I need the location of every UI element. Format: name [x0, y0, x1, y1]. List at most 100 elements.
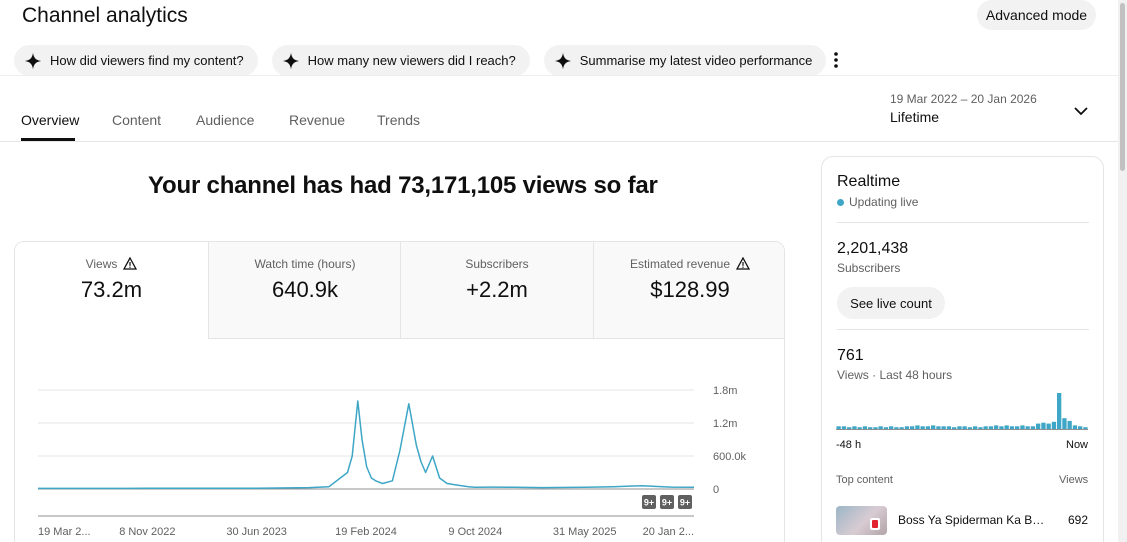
date-preset[interactable]: Lifetime	[890, 109, 940, 125]
x-tick-label: 19 Mar 2...	[38, 526, 91, 538]
realtime-bar[interactable]	[1009, 426, 1015, 429]
tabs-bar: Overview Content Audience Revenue Trends…	[0, 75, 1118, 142]
chevron-down-icon[interactable]	[1073, 103, 1089, 119]
realtime-bar[interactable]	[925, 426, 931, 429]
realtime-bar[interactable]	[1004, 425, 1009, 429]
metric-views[interactable]: Views 73.2m	[15, 242, 208, 339]
realtime-bar[interactable]	[1020, 425, 1025, 429]
tab-content[interactable]: Content	[112, 112, 162, 128]
realtime-bar[interactable]	[1041, 422, 1046, 429]
realtime-bar[interactable]	[1078, 426, 1083, 429]
realtime-bar[interactable]	[941, 426, 946, 429]
tab-overview[interactable]: Overview	[21, 112, 80, 128]
annotation-badge[interactable]: 9+	[642, 495, 656, 509]
annotation-badge-bg	[660, 495, 674, 509]
metric-value: 73.2m	[80, 277, 143, 302]
realtime-bar[interactable]	[931, 425, 936, 429]
realtime-bar[interactable]	[873, 427, 878, 429]
scrollbar-track[interactable]	[1118, 0, 1127, 542]
tab-revenue[interactable]: Revenue	[289, 112, 346, 128]
realtime-bar[interactable]	[1036, 423, 1041, 429]
realtime-bar[interactable]	[894, 427, 899, 429]
realtime-views-count: 761	[837, 347, 864, 364]
realtime-card: Realtime Updating live 2,201,438 Subscri…	[821, 156, 1104, 542]
realtime-bar[interactable]	[1025, 426, 1030, 429]
realtime-bar[interactable]	[1030, 426, 1036, 429]
realtime-bar[interactable]	[946, 426, 952, 429]
chip-label: How did viewers find my content?	[50, 53, 244, 68]
realtime-bar[interactable]	[952, 427, 957, 429]
realtime-bar[interactable]	[883, 427, 889, 429]
realtime-bar[interactable]	[889, 426, 894, 429]
divider	[837, 222, 1089, 223]
scrollbar-thumb[interactable]	[1120, 3, 1125, 171]
ai-suggestion-chips: How did viewers find my content? How man…	[14, 45, 827, 76]
realtime-bar[interactable]	[1067, 420, 1072, 429]
realtime-bar[interactable]	[878, 426, 883, 429]
annotation-badge[interactable]: 9+	[678, 495, 692, 509]
realtime-bar[interactable]	[857, 427, 862, 429]
top-content-title[interactable]: Boss Ya Spiderman Ka Bha...	[898, 513, 1050, 527]
see-live-count-button[interactable]: See live count	[837, 287, 945, 319]
realtime-bar-chart[interactable]	[836, 393, 1090, 433]
realtime-bar[interactable]	[836, 426, 841, 429]
tab-trends[interactable]: Trends	[377, 112, 421, 128]
warning-icon	[736, 257, 751, 270]
realtime-bar[interactable]	[915, 425, 920, 429]
annotation-badge-label: 9+	[662, 498, 672, 508]
y-tick-label: 600.0k	[713, 451, 747, 463]
realtime-bar[interactable]	[868, 427, 873, 429]
x-tick-label: 19 Feb 2024	[335, 526, 397, 538]
realtime-bar[interactable]	[852, 426, 857, 429]
advanced-mode-button[interactable]: Advanced mode	[977, 0, 1096, 30]
realtime-status: Updating live	[837, 195, 918, 209]
metric-label: Estimated revenue	[629, 257, 731, 271]
metric-label: Views	[85, 257, 118, 271]
realtime-bar[interactable]	[1083, 427, 1088, 429]
x-tick-label: 30 Jun 2023	[226, 526, 287, 538]
realtime-views-label: Views · Last 48 hours	[837, 368, 953, 382]
realtime-bar[interactable]	[910, 426, 915, 429]
metric-value: 640.9k	[271, 277, 339, 302]
views-series-line[interactable]	[37, 400, 695, 490]
page-title: Channel analytics	[22, 4, 188, 27]
views-line-chart[interactable]: 1.8m 1.2m 600.0k 0 19 Mar 2... 8 Nov 2022 30 J…	[15, 339, 785, 542]
metric-subscribers[interactable]: Subscribers +2.2m	[400, 242, 593, 339]
annotation-badge[interactable]: 9+	[660, 495, 674, 509]
realtime-bar[interactable]	[994, 425, 999, 429]
realtime-bar[interactable]	[904, 426, 910, 429]
realtime-bar[interactable]	[962, 426, 967, 429]
metric-estimated-revenue[interactable]: Estimated revenue $128.99	[593, 242, 784, 339]
more-vert-icon[interactable]	[832, 51, 840, 69]
realtime-bar[interactable]	[1062, 418, 1067, 429]
tab-audience[interactable]: Audience	[196, 112, 255, 128]
realtime-bar[interactable]	[988, 426, 994, 429]
realtime-bar[interactable]	[1057, 393, 1062, 429]
realtime-bar[interactable]	[957, 426, 962, 429]
realtime-bar[interactable]	[978, 427, 983, 429]
metric-watch-time[interactable]: Watch time (hours) 640.9k	[208, 242, 401, 339]
realtime-bar[interactable]	[983, 426, 988, 429]
metric-value: +2.2m	[466, 277, 528, 302]
realtime-bar[interactable]	[999, 426, 1004, 429]
realtime-status-text: Updating live	[849, 195, 919, 209]
realtime-bar[interactable]	[1051, 421, 1057, 429]
realtime-bar[interactable]	[847, 427, 852, 429]
chip-viewer-sources[interactable]: How did viewers find my content?	[14, 45, 258, 76]
realtime-bar[interactable]	[899, 427, 904, 429]
realtime-bar[interactable]	[920, 426, 925, 429]
realtime-bar[interactable]	[1046, 423, 1051, 429]
realtime-bar[interactable]	[1015, 426, 1020, 429]
realtime-bar[interactable]	[862, 426, 868, 429]
date-range-text[interactable]: 19 Mar 2022 – 20 Jan 2026	[890, 92, 1037, 106]
realtime-bar[interactable]	[1072, 425, 1078, 429]
realtime-bar[interactable]	[841, 426, 847, 429]
video-thumbnail[interactable]	[836, 506, 887, 535]
sparkle-icon	[24, 52, 42, 69]
realtime-bar[interactable]	[967, 427, 973, 429]
chip-latest-video[interactable]: Summarise my latest video performance	[543, 45, 827, 76]
realtime-bar[interactable]	[973, 426, 978, 429]
mini-chart-start-label: -48 h	[836, 439, 862, 451]
realtime-bar[interactable]	[936, 426, 941, 429]
chip-new-viewers[interactable]: How many new viewers did I reach?	[271, 45, 530, 76]
